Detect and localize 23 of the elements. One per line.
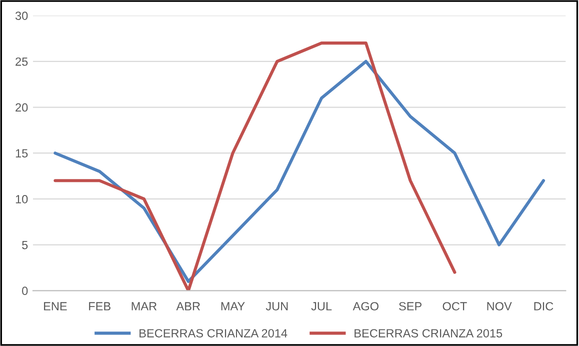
x-tick-label: JUL [311, 302, 332, 310]
line-series [54, 42, 456, 291]
y-tick-label: 10 [16, 194, 28, 204]
x-tick-label: SEP [399, 302, 422, 310]
x-tick-label: OCT [442, 302, 467, 310]
y-tick-label: 20 [16, 103, 28, 112]
y-tick-label: 5 [22, 240, 28, 250]
x-tick-label: DIC [534, 302, 554, 310]
legend-label: BECERRAS CRIANZA 2014 [140, 329, 288, 338]
y-tick-label: 30 [15, 12, 28, 20]
y-tick-label: 0 [22, 286, 28, 296]
y-tick-label: 15 [16, 149, 28, 158]
x-tick-label: FEB [89, 302, 110, 310]
x-tick-label: ABR [176, 302, 200, 310]
x-tick-label: JUN [266, 302, 288, 310]
x-tick-label: NOV [487, 302, 512, 310]
x-tick-label: ENE [44, 302, 67, 310]
y-tick-label: 25 [16, 57, 28, 66]
x-tick-label: MAR [132, 302, 157, 310]
line-series [54, 60, 546, 283]
legend-label: BECERRAS CRIANZA 2015 [354, 329, 502, 338]
x-tick-label: MAY [221, 302, 245, 310]
x-tick-label: AGO [352, 302, 378, 310]
